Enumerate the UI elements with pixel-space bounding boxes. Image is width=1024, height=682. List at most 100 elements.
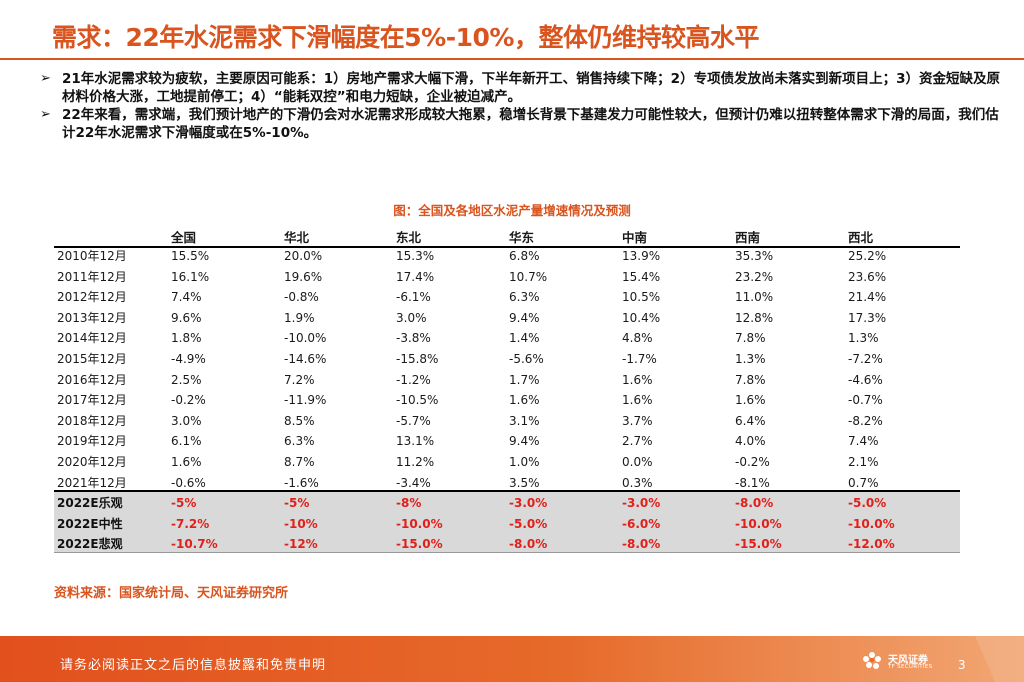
table-cell: 17.4% <box>396 269 435 284</box>
header-cell: 东北 <box>396 230 422 245</box>
row-date-cell: 2010年12月 <box>57 249 127 263</box>
forecast-cell: -3.0% <box>622 496 661 511</box>
table-row: 2020年12月 1.6% 8.7% 11.2% 1.0% 0.0% -0.2% 2.1% <box>54 452 960 473</box>
table-cell: -5.6% <box>509 351 544 366</box>
table-cell: 0.0% <box>622 454 653 469</box>
bullet-text: 21年水泥需求较为疲软，主要原因可能系：1）房地产需求大幅下滑，下半年新开工、销… <box>62 71 1000 105</box>
bullet-text: 22年来看，需求端，我们预计地产的下滑仍会对水泥需求形成较大拖累，稳增长背景下基… <box>62 107 999 141</box>
table-cell: -1.7% <box>622 351 657 366</box>
logo-subtitle: TF SECURITIES <box>888 664 933 670</box>
header-cell: 全国 <box>171 230 197 245</box>
page-title: 需求：22年水泥需求下滑幅度在5%-10%，整体仍维持较高水平 <box>52 23 759 52</box>
forecast-scenario-cell: 2022E乐观 <box>57 496 123 511</box>
forecast-cell: -12.0% <box>848 537 895 552</box>
table-cell: 12.8% <box>735 310 774 325</box>
table-cell: 9.4% <box>509 434 540 449</box>
table-cell: 0.3% <box>622 475 653 490</box>
table-cell: 2.1% <box>848 454 879 469</box>
forecast-row: 2022E悲观 -10.7% -12% -15.0% -8.0% -8.0% -15.0% -… <box>54 534 960 555</box>
table-cell: 15.4% <box>622 269 661 284</box>
corner-decoration <box>975 636 1024 682</box>
forecast-scenario-cell: 2022E悲观 <box>57 537 123 552</box>
forecast-cell: -5% <box>171 496 197 511</box>
table-cell: -7.2% <box>848 351 883 366</box>
source-note: 资料来源：国家统计局、天风证券研究所 <box>54 586 289 601</box>
row-date-cell: 2016年12月 <box>57 372 127 387</box>
table-body: 2010年12月 15.5% 20.0% 15.3% 6.8% 13.9% 35.3% 25.… <box>54 246 960 493</box>
table-cell: 1.0% <box>509 454 540 469</box>
table-cell: 1.6% <box>622 372 653 387</box>
table-cell: -10.0% <box>284 331 327 346</box>
table-forecast-rule <box>54 490 960 492</box>
bullet-item: ➢ 21年水泥需求较为疲软，主要原因可能系：1）房地产需求大幅下滑，下半年新开工… <box>40 70 1000 106</box>
header-cell: 华北 <box>284 230 310 245</box>
table-cell: 15.3% <box>396 249 435 263</box>
table-cell: 9.6% <box>171 310 202 325</box>
forecast-cell: -5.0% <box>848 496 887 511</box>
header-cell: 华东 <box>509 230 535 245</box>
table-cell: 1.9% <box>284 310 315 325</box>
table-cell: -0.6% <box>171 475 206 490</box>
table-cell: -0.2% <box>171 393 206 408</box>
forecast-cell: -5.0% <box>509 516 548 531</box>
table-cell: 13.1% <box>396 434 435 449</box>
footer-disclaimer: 请务必阅读正文之后的信息披露和免责申明 <box>60 658 327 673</box>
table-row: 2018年12月 3.0% 8.5% -5.7% 3.1% 3.7% 6.4% -8.2% <box>54 411 960 432</box>
table-cell: 13.9% <box>622 249 661 263</box>
row-date-cell: 2013年12月 <box>57 310 127 325</box>
table-cell: 1.3% <box>735 351 766 366</box>
table-cell: 1.6% <box>509 393 540 408</box>
table-row: 2016年12月 2.5% 7.2% -1.2% 1.7% 1.6% 7.8% -4.6% <box>54 370 960 391</box>
table-cell: 8.5% <box>284 413 315 428</box>
table-cell: 7.4% <box>848 434 879 449</box>
forecast-cell: -5% <box>284 496 310 511</box>
table-cell: -6.1% <box>396 290 431 305</box>
table-cell: -11.9% <box>284 393 327 408</box>
forecast-cell: -8.0% <box>735 496 774 511</box>
table-forecast-body: 2022E乐观 -5% -5% -8% -3.0% -3.0% -8.0% -5.0% 2022… <box>54 493 960 555</box>
table-cell: 9.4% <box>509 310 540 325</box>
forecast-cell: -12% <box>284 537 318 552</box>
table-cell: 1.6% <box>171 454 202 469</box>
growth-table: 全国 华北 东北 华东 中南 西南 西北 2010年12月 15.5% 20.0% 1… <box>54 230 960 555</box>
table-cell: 11.2% <box>396 454 435 469</box>
table-row: 2012年12月 7.4% -0.8% -6.1% 6.3% 10.5% 11.0% 21.4… <box>54 287 960 308</box>
table-cell: 20.0% <box>284 249 323 263</box>
table-cell: 19.6% <box>284 269 323 284</box>
forecast-cell: -3.0% <box>509 496 548 511</box>
table-cell: 3.0% <box>396 310 427 325</box>
table-header-row: 全国 华北 东北 华东 中南 西南 西北 <box>54 230 960 246</box>
forecast-cell: -8.0% <box>622 537 661 552</box>
table-cell: 2.7% <box>622 434 653 449</box>
table-row: 2011年12月 16.1% 19.6% 17.4% 10.7% 15.4% 23.2% 23… <box>54 267 960 288</box>
table-row: 2010年12月 15.5% 20.0% 15.3% 6.8% 13.9% 35.3% 25.… <box>54 246 960 267</box>
forecast-cell: -8.0% <box>509 537 548 552</box>
row-date-cell: 2019年12月 <box>57 434 127 449</box>
table-cell: 3.7% <box>622 413 653 428</box>
table-cell: 10.7% <box>509 269 548 284</box>
row-date-cell: 2014年12月 <box>57 331 127 346</box>
table-cell: 6.4% <box>735 413 766 428</box>
table-cell: 11.0% <box>735 290 774 305</box>
table-cell: -3.8% <box>396 331 431 346</box>
forecast-row: 2022E中性 -7.2% -10% -10.0% -5.0% -6.0% -10.0% -1… <box>54 514 960 535</box>
table-cell: 1.4% <box>509 331 540 346</box>
forecast-cell: -10.0% <box>396 516 443 531</box>
table-cell: -1.2% <box>396 372 431 387</box>
table-cell: 23.6% <box>848 269 887 284</box>
table-cell: 6.1% <box>171 434 202 449</box>
forecast-cell: -15.0% <box>735 537 782 552</box>
table-cell: 7.4% <box>171 290 202 305</box>
logo-name: 天风证券 <box>888 655 928 666</box>
table-cell: 23.2% <box>735 269 774 284</box>
table-cell: 7.8% <box>735 331 766 346</box>
table-cell: 3.5% <box>509 475 540 490</box>
table-cell: -3.4% <box>396 475 431 490</box>
table-cell: 10.5% <box>622 290 661 305</box>
table-cell: 25.2% <box>848 249 887 263</box>
header-cell: 西北 <box>848 230 874 245</box>
table-cell: 6.3% <box>284 434 315 449</box>
table-cell: 17.3% <box>848 310 887 325</box>
table-cell: -5.7% <box>396 413 431 428</box>
table-cell: 6.3% <box>509 290 540 305</box>
